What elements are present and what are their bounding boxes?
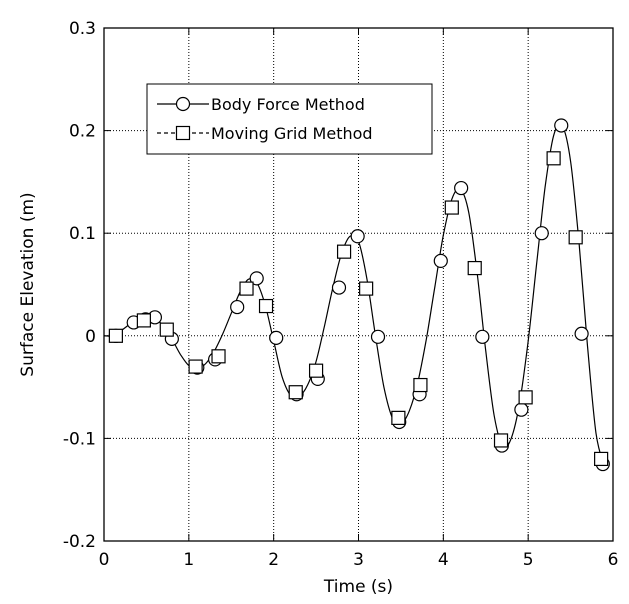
moving-grid-point xyxy=(136,313,151,328)
y-tick-label: 0.2 xyxy=(69,122,96,142)
body-force-point xyxy=(475,329,490,344)
moving-grid-point xyxy=(288,385,303,400)
moving-grid-point xyxy=(188,359,203,374)
moving-grid-point xyxy=(258,298,274,314)
axis-ticks xyxy=(103,27,614,542)
moving-grid-point xyxy=(413,377,428,393)
body-force-point xyxy=(454,180,469,196)
x-tick-label: 2 xyxy=(268,550,279,570)
body-force-point xyxy=(433,253,448,269)
moving-grid-point xyxy=(108,328,123,343)
legend-label: Body Force Method xyxy=(211,95,365,114)
moving-grid-point xyxy=(594,451,609,467)
y-tick-label: 0.1 xyxy=(69,224,96,244)
y-axis-label: Surface Elevation (m) xyxy=(18,192,38,376)
moving-grid-point xyxy=(467,260,482,276)
moving-grid-point xyxy=(308,363,324,378)
body-force-point xyxy=(230,299,245,315)
body-force-point xyxy=(269,330,284,345)
y-tick-label: -0.1 xyxy=(63,429,96,449)
body-force-point xyxy=(574,326,589,341)
moving-grid-point xyxy=(568,230,583,245)
body-force-point xyxy=(370,329,386,344)
moving-grid-point xyxy=(546,151,561,166)
body-force-point xyxy=(534,226,549,241)
x-tick-label: 5 xyxy=(523,550,534,570)
body-force-point xyxy=(331,280,347,295)
moving-grid-point xyxy=(518,390,533,405)
moving-grid-point xyxy=(359,281,374,296)
legend-square-marker xyxy=(175,125,191,141)
body-force-curve xyxy=(103,123,606,468)
y-tick-label: -0.2 xyxy=(63,532,96,552)
legend: Body Force Method Moving Grid Method xyxy=(146,83,433,155)
y-tick-label: 0 xyxy=(85,327,96,347)
y-tick-label: 0.3 xyxy=(69,19,96,39)
legend-label: Moving Grid Method xyxy=(211,124,373,143)
data-markers xyxy=(108,118,610,472)
legend-circle-marker xyxy=(175,96,191,112)
x-axis-label: Time (s) xyxy=(323,577,393,597)
moving-grid-point xyxy=(493,433,509,448)
body-force-point xyxy=(554,118,569,133)
body-force-point xyxy=(350,229,365,244)
x-tick-label: 3 xyxy=(353,550,364,570)
x-tick-label: 6 xyxy=(608,550,619,570)
moving-grid-point xyxy=(211,349,226,364)
legend-box xyxy=(146,83,433,155)
x-tick-label: 0 xyxy=(99,550,110,570)
x-tick-label: 1 xyxy=(183,550,194,570)
x-tick-label: 4 xyxy=(438,550,449,570)
moving-grid-point xyxy=(159,322,174,337)
moving-grid-point xyxy=(336,244,352,259)
moving-grid-point xyxy=(239,281,254,296)
moving-grid-point xyxy=(391,410,406,425)
moving-grid-point xyxy=(444,200,459,215)
body-force-point xyxy=(514,402,529,417)
